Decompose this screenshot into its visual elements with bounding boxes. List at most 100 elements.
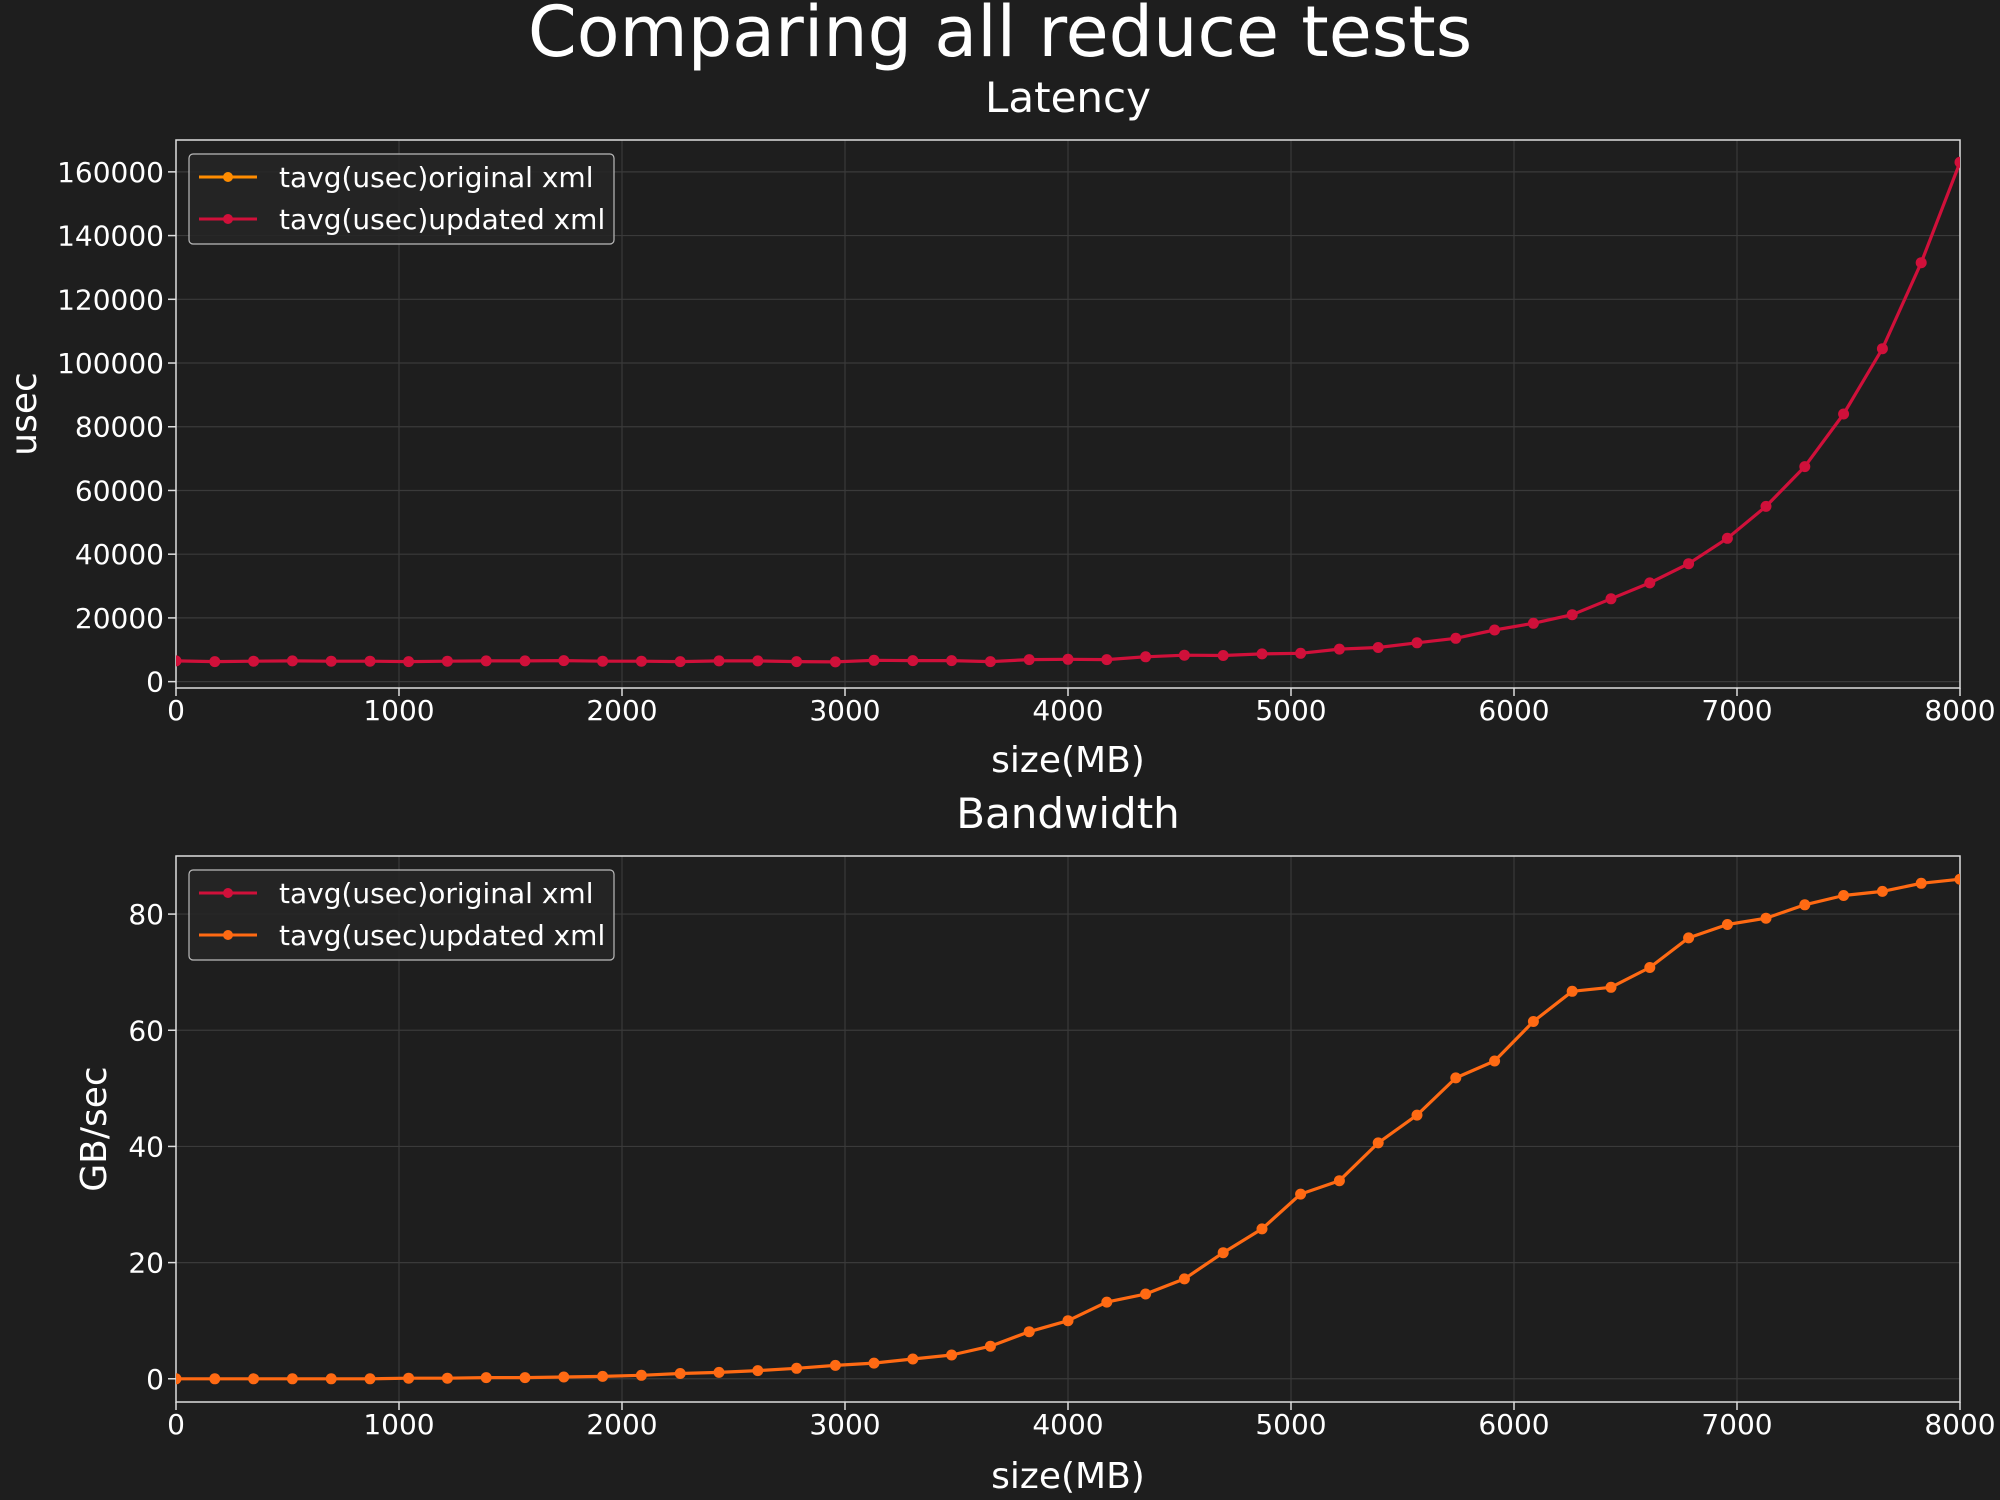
data-point	[441, 655, 453, 667]
data-point	[1954, 156, 1960, 168]
data-point	[1760, 500, 1772, 512]
data-point	[1799, 461, 1811, 473]
data-point	[1760, 912, 1772, 924]
data-point	[1838, 408, 1850, 420]
data-point	[1333, 643, 1345, 655]
data-point	[1721, 532, 1733, 544]
data-point	[635, 655, 647, 667]
x-tick-label: 0	[167, 694, 185, 727]
x-tick-label: 5000	[1255, 694, 1326, 727]
data-point	[403, 656, 415, 668]
x-tick-label: 7000	[1701, 1408, 1772, 1441]
data-point	[1178, 649, 1190, 661]
data-point	[1605, 593, 1617, 605]
data-point	[1954, 873, 1960, 885]
y-tick-label: 40000	[75, 538, 164, 571]
y-tick-label: 80000	[75, 411, 164, 444]
data-point	[1023, 654, 1035, 666]
data-point	[364, 1373, 376, 1385]
x-tick-label: 1000	[363, 1408, 434, 1441]
data-point	[1838, 890, 1850, 901]
x-tick-label: 3000	[809, 694, 880, 727]
y-tick-label: 40	[128, 1130, 164, 1163]
y-tick-label: 0	[146, 1363, 164, 1396]
x-tick-label: 3000	[809, 1408, 880, 1441]
data-point	[946, 1349, 958, 1361]
legend-box	[188, 869, 615, 961]
y-tick-label: 120000	[57, 283, 164, 316]
x-tick-label: 4000	[1032, 1408, 1103, 1441]
data-point	[829, 1359, 841, 1371]
legend-marker	[223, 214, 233, 224]
data-point	[1140, 651, 1152, 663]
axes-frame	[175, 139, 1961, 689]
data-point	[209, 1373, 221, 1385]
data-point	[1527, 617, 1539, 629]
data-point	[1217, 650, 1229, 661]
legend-marker	[223, 172, 233, 182]
x-tick-label: 0	[167, 1408, 185, 1441]
y-tick-label: 60	[128, 1014, 164, 1047]
data-point	[1372, 642, 1384, 653]
x-tick-label: 7000	[1701, 694, 1772, 727]
latency-panel: 0 1000 2000 3000 4000 5000 6000 7000 80000200004…	[4, 73, 1996, 781]
legend-label: tavg(usec)updated xml	[279, 919, 605, 952]
data-point	[480, 655, 492, 667]
data-point	[1372, 1137, 1384, 1149]
x-tick-label: 5000	[1255, 1408, 1326, 1441]
data-point	[325, 1373, 337, 1385]
y-tick-label: 140000	[57, 220, 164, 253]
data-point	[1411, 1109, 1423, 1121]
data-point	[829, 656, 841, 668]
data-point	[325, 655, 337, 667]
x-tick-label: 1000	[363, 694, 434, 727]
data-point	[1140, 1288, 1152, 1300]
data-point	[1683, 558, 1695, 570]
data-point	[286, 655, 298, 667]
legend-label: tavg(usec)updated xml	[279, 203, 605, 236]
data-point	[635, 1369, 647, 1381]
y-tick-label: 0	[146, 666, 164, 699]
data-point	[1062, 1315, 1074, 1327]
legend-box	[188, 153, 615, 245]
data-point	[674, 656, 686, 668]
data-point	[868, 1357, 880, 1369]
data-point	[1295, 1188, 1307, 1200]
data-point	[984, 656, 996, 668]
data-point	[1683, 932, 1695, 944]
axes-frame	[175, 855, 1961, 1403]
data-point	[1489, 1055, 1501, 1067]
data-point	[209, 656, 221, 668]
data-point	[1605, 981, 1617, 993]
y-tick-label: 160000	[57, 156, 164, 189]
data-point	[984, 1340, 996, 1352]
data-point	[1450, 1072, 1462, 1084]
y-axis-label: usec	[4, 372, 45, 456]
data-point	[752, 1365, 764, 1377]
legend-marker	[223, 930, 233, 940]
legend-label: tavg(usec)original xml	[279, 161, 593, 194]
data-point	[1062, 653, 1074, 665]
x-axis-label: size(MB)	[991, 1456, 1145, 1497]
data-point	[1217, 1247, 1229, 1259]
x-tick-label: 8000	[1924, 1408, 1995, 1441]
data-point	[674, 1368, 686, 1379]
panel-title: Bandwidth	[956, 789, 1180, 838]
x-tick-label: 6000	[1478, 694, 1549, 727]
x-tick-label: 4000	[1032, 694, 1103, 727]
data-point	[1644, 962, 1656, 973]
x-tick-label: 2000	[586, 694, 657, 727]
data-point	[403, 1372, 415, 1384]
data-point	[1178, 1273, 1190, 1285]
data-point	[1876, 885, 1888, 897]
data-point	[248, 1373, 260, 1385]
y-tick-label: 100000	[57, 347, 164, 380]
x-axis-label: size(MB)	[991, 740, 1145, 781]
data-point	[1527, 1016, 1539, 1027]
data-point	[364, 655, 376, 667]
y-axis-label: GB/sec	[74, 1066, 115, 1191]
data-point	[1915, 877, 1927, 889]
series-layer	[176, 873, 1960, 1385]
data-point	[286, 1373, 298, 1385]
data-point	[597, 655, 609, 667]
